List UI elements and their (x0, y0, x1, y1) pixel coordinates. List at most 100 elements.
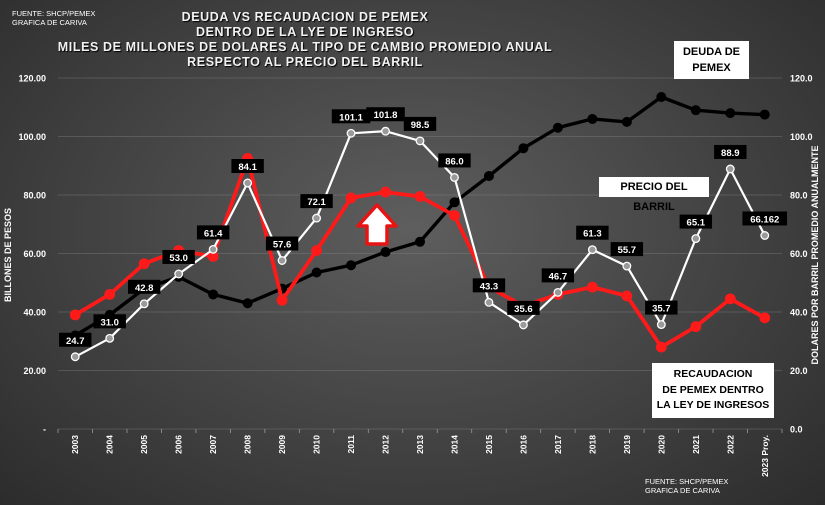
data-point (587, 245, 597, 255)
data-point (380, 247, 391, 258)
data-label-bg (265, 236, 299, 251)
x-tick-label: 2012 (381, 435, 391, 454)
x-tick-label: 2015 (484, 435, 494, 454)
data-point (139, 299, 149, 309)
data-label: 24.7 (59, 332, 92, 347)
data-point (345, 192, 357, 204)
data-label-bg (576, 225, 609, 240)
data-point (725, 108, 736, 119)
data-label-bg (507, 300, 540, 315)
deuda-label-line: PEMEX (692, 62, 731, 74)
data-label-bg (714, 144, 747, 159)
data-label-bg (403, 116, 437, 131)
data-label-bg (610, 242, 644, 257)
data-point (450, 172, 459, 182)
data-label: 98.5 (403, 116, 437, 131)
data-point (483, 170, 494, 181)
data-label: 31.0 (93, 314, 126, 329)
data-label: 35.7 (645, 300, 678, 315)
data-point (414, 191, 426, 202)
title-line-3: MILES DE MILLONES DE DOLARES AL TIPO DE … (57, 40, 553, 54)
data-point (414, 236, 425, 247)
data-label: 66.162 (742, 211, 788, 226)
deuda-label-line: DEUDA DE (682, 46, 741, 58)
data-label-text: 72.1 (307, 197, 326, 208)
source-line: FUENTE: SHCP/PEMEX (12, 9, 96, 18)
data-point (691, 234, 701, 244)
recaudacion-label-line: RECAUDACION (673, 368, 753, 380)
y-axis-right-label: DOLARES POR BARRIL PROMEDIO ANUALMENTE (810, 145, 820, 364)
data-label: 53.0 (162, 249, 195, 264)
data-point (621, 290, 633, 302)
x-tick-label: 2011 (346, 435, 356, 454)
data-label: 101.8 (366, 107, 405, 122)
x-tick-label: 2007 (208, 435, 218, 454)
y-axis-left: - 20.00 40.00 60.00 80.00 100.00 120.00 (18, 74, 46, 435)
data-label-text: 31.0 (100, 317, 119, 328)
x-tick-label: 2022 (725, 435, 735, 454)
x-tick-label: 2018 (587, 435, 597, 454)
y-axis-right: 0.0 20.0 40.0 60.0 80.0 100.0 120.0 (790, 74, 813, 435)
x-tick-label: 2014 (449, 435, 459, 454)
data-point (346, 260, 357, 271)
data-label-text: 65.1 (687, 218, 706, 229)
data-label: 65.1 (679, 214, 713, 229)
data-label-bg (366, 107, 405, 122)
data-label: 42.8 (127, 279, 161, 294)
y-tick-label-right: 100.0 (790, 132, 813, 142)
data-point (415, 136, 425, 146)
data-point (104, 289, 116, 300)
author-line: GRAFICA DE CARIVA (12, 18, 87, 27)
data-label-bg (438, 153, 471, 168)
data-point (243, 178, 253, 188)
data-point (346, 128, 356, 138)
data-point (381, 126, 390, 136)
data-label-text: 42.8 (135, 283, 154, 294)
source-note-bottom: FUENTE: SHCP/PEMEX GRAFICA DE CARIVA (645, 477, 728, 495)
title-line-4: RESPECTO AL PRECIO DEL BARRIL (187, 55, 423, 69)
y-tick-label-left: 120.00 (18, 74, 46, 84)
data-label: 61.4 (196, 225, 230, 240)
data-point (105, 333, 115, 343)
data-point (656, 320, 666, 330)
y-tick-label-right: 120.0 (790, 74, 813, 84)
data-label-text: 46.7 (549, 271, 568, 282)
y-tick-label-left: 60.00 (23, 249, 46, 259)
data-label-bg (472, 278, 506, 293)
title-line-2: DENTRO DE LA LYE DE INGRESO (195, 25, 415, 39)
data-point (760, 231, 770, 240)
x-tick-label: 2005 (139, 435, 149, 454)
recaudacion-label-line: DE PEMEX DENTRO (662, 383, 764, 396)
data-label-text: 24.7 (66, 336, 85, 347)
data-label: 72.1 (300, 194, 333, 209)
x-tick-label: 2020 (656, 435, 666, 454)
data-point (138, 258, 150, 270)
data-point (312, 213, 322, 223)
x-tick-label: 2008 (243, 435, 253, 454)
data-label-text: 35.7 (652, 304, 671, 315)
data-label: 43.3 (472, 278, 506, 293)
data-point (276, 294, 288, 306)
data-label-text: 35.6 (514, 304, 533, 315)
data-point (690, 321, 702, 333)
x-tick-label: 2010 (312, 435, 322, 454)
data-label-bg (162, 249, 195, 264)
y-tick-label-right: 60.0 (790, 249, 808, 259)
data-point (449, 210, 460, 221)
data-point (621, 116, 632, 127)
y-tick-label-right: 20.0 (790, 366, 808, 376)
data-point (518, 320, 528, 330)
data-point (174, 269, 184, 279)
data-label-text: 55.7 (618, 245, 637, 256)
data-point (484, 297, 494, 307)
data-point (380, 186, 391, 198)
source-line: FUENTE: SHCP/PEMEX (645, 477, 729, 486)
deuda-label-box: DEUDA DE PEMEX (674, 41, 749, 79)
x-tick-label: 2006 (174, 435, 184, 454)
data-label-bg (93, 314, 126, 329)
up-arrow-icon (356, 203, 398, 246)
data-label-text: 101.1 (339, 112, 363, 123)
data-label-bg (59, 332, 92, 347)
data-point (242, 298, 253, 309)
data-point (70, 352, 80, 362)
